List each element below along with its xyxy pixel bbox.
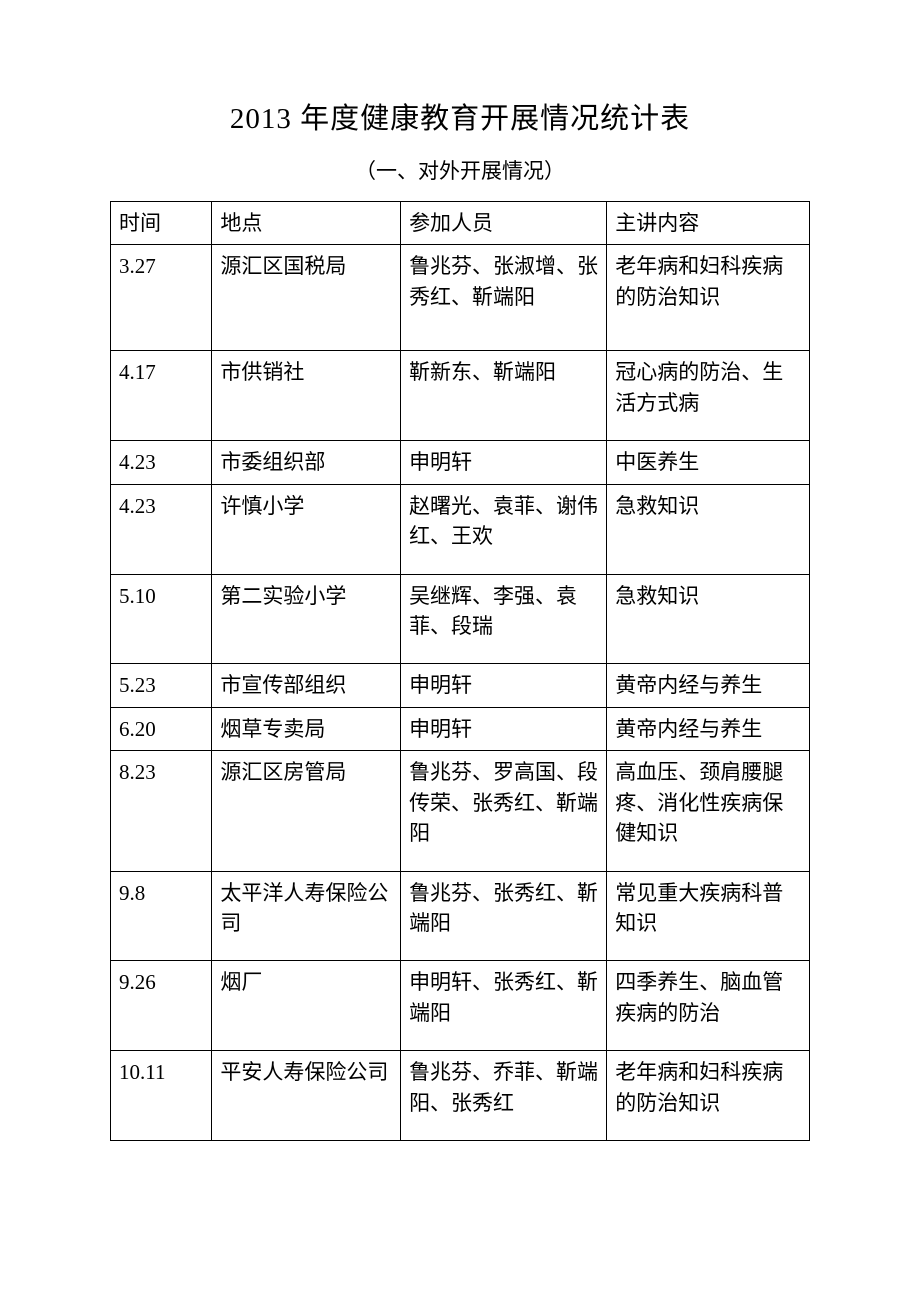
cell-place: 烟草专卖局 (212, 707, 401, 750)
cell-time: 8.23 (111, 751, 212, 871)
cell-time: 6.20 (111, 707, 212, 750)
cell-time: 9.8 (111, 871, 212, 961)
table-row: 5.23市宣传部组织申明轩黄帝内经与养生 (111, 664, 810, 707)
cell-place: 源汇区国税局 (212, 245, 401, 351)
stats-table: 时间 地点 参加人员 主讲内容 3.27源汇区国税局鲁兆芬、张淑增、张秀红、靳端… (110, 201, 810, 1141)
cell-place: 市宣传部组织 (212, 664, 401, 707)
cell-content: 黄帝内经与养生 (607, 707, 810, 750)
cell-content: 老年病和妇科疾病的防治知识 (607, 1051, 810, 1141)
cell-content: 黄帝内经与养生 (607, 664, 810, 707)
cell-content: 冠心病的防治、生活方式病 (607, 351, 810, 441)
cell-content: 老年病和妇科疾病的防治知识 (607, 245, 810, 351)
col-header-people: 参加人员 (401, 202, 607, 245)
cell-time: 9.26 (111, 961, 212, 1051)
cell-people: 吴继辉、李强、袁菲、段瑞 (401, 574, 607, 664)
cell-people: 申明轩 (401, 441, 607, 484)
cell-people: 鲁兆芬、张淑增、张秀红、靳端阳 (401, 245, 607, 351)
table-row: 3.27源汇区国税局鲁兆芬、张淑增、张秀红、靳端阳老年病和妇科疾病的防治知识 (111, 245, 810, 351)
cell-content: 四季养生、脑血管疾病的防治 (607, 961, 810, 1051)
cell-people: 靳新东、靳端阳 (401, 351, 607, 441)
cell-time: 4.17 (111, 351, 212, 441)
cell-time: 5.23 (111, 664, 212, 707)
cell-place: 源汇区房管局 (212, 751, 401, 871)
cell-people: 鲁兆芬、乔菲、靳端阳、张秀红 (401, 1051, 607, 1141)
cell-place: 烟厂 (212, 961, 401, 1051)
table-row: 5.10第二实验小学吴继辉、李强、袁菲、段瑞急救知识 (111, 574, 810, 664)
cell-place: 太平洋人寿保险公司 (212, 871, 401, 961)
cell-people: 申明轩、张秀红、靳端阳 (401, 961, 607, 1051)
cell-people: 申明轩 (401, 707, 607, 750)
table-row: 8.23源汇区房管局鲁兆芬、罗高国、段传荣、张秀红、靳端阳高血压、颈肩腰腿疼、消… (111, 751, 810, 871)
cell-content: 急救知识 (607, 574, 810, 664)
cell-place: 许慎小学 (212, 484, 401, 574)
table-row: 4.23市委组织部申明轩中医养生 (111, 441, 810, 484)
page-subtitle: （一、对外开展情况） (110, 155, 810, 185)
cell-time: 10.11 (111, 1051, 212, 1141)
cell-people: 鲁兆芬、张秀红、靳端阳 (401, 871, 607, 961)
col-header-time: 时间 (111, 202, 212, 245)
table-row: 4.23许慎小学赵曙光、袁菲、谢伟红、王欢急救知识 (111, 484, 810, 574)
cell-people: 鲁兆芬、罗高国、段传荣、张秀红、靳端阳 (401, 751, 607, 871)
cell-content: 中医养生 (607, 441, 810, 484)
col-header-place: 地点 (212, 202, 401, 245)
table-row: 9.8太平洋人寿保险公司鲁兆芬、张秀红、靳端阳常见重大疾病科普知识 (111, 871, 810, 961)
table-row: 6.20烟草专卖局申明轩黄帝内经与养生 (111, 707, 810, 750)
page-title: 2013 年度健康教育开展情况统计表 (110, 95, 810, 137)
table-row: 4.17市供销社靳新东、靳端阳冠心病的防治、生活方式病 (111, 351, 810, 441)
cell-time: 3.27 (111, 245, 212, 351)
table-row: 10.11平安人寿保险公司鲁兆芬、乔菲、靳端阳、张秀红老年病和妇科疾病的防治知识 (111, 1051, 810, 1141)
table-body: 3.27源汇区国税局鲁兆芬、张淑增、张秀红、靳端阳老年病和妇科疾病的防治知识4.… (111, 245, 810, 1141)
cell-people: 赵曙光、袁菲、谢伟红、王欢 (401, 484, 607, 574)
cell-time: 4.23 (111, 441, 212, 484)
col-header-content: 主讲内容 (607, 202, 810, 245)
cell-place: 市委组织部 (212, 441, 401, 484)
cell-content: 急救知识 (607, 484, 810, 574)
table-header-row: 时间 地点 参加人员 主讲内容 (111, 202, 810, 245)
cell-content: 高血压、颈肩腰腿疼、消化性疾病保健知识 (607, 751, 810, 871)
cell-place: 市供销社 (212, 351, 401, 441)
cell-people: 申明轩 (401, 664, 607, 707)
cell-content: 常见重大疾病科普知识 (607, 871, 810, 961)
cell-time: 4.23 (111, 484, 212, 574)
cell-time: 5.10 (111, 574, 212, 664)
table-row: 9.26烟厂申明轩、张秀红、靳端阳四季养生、脑血管疾病的防治 (111, 961, 810, 1051)
cell-place: 第二实验小学 (212, 574, 401, 664)
cell-place: 平安人寿保险公司 (212, 1051, 401, 1141)
